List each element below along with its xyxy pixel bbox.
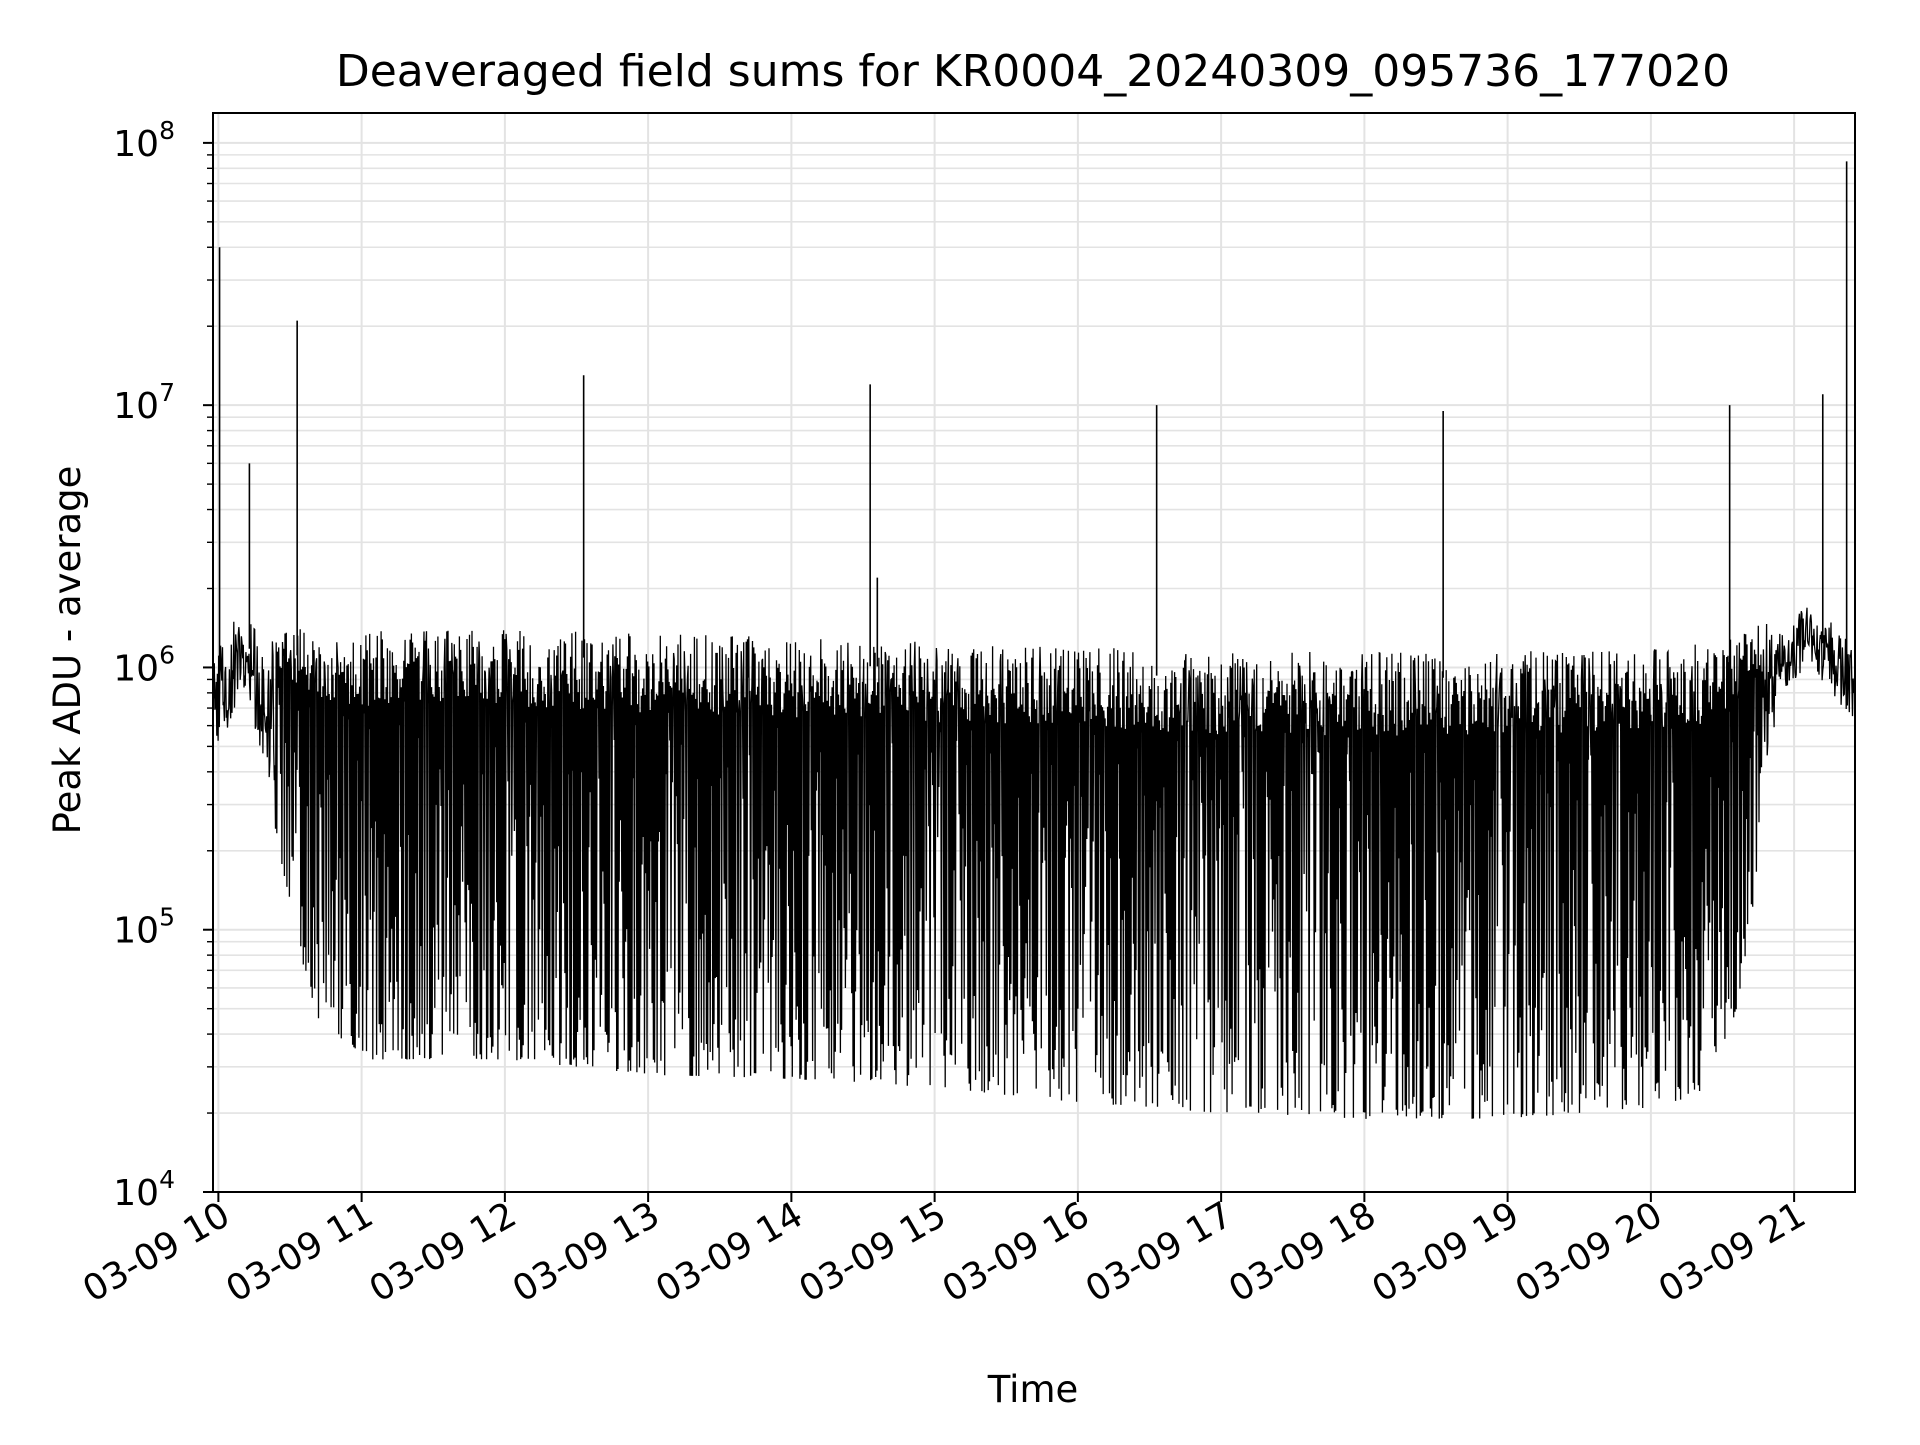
series-line [212,607,1856,1119]
y-axis-label: Peak ADU - average [46,466,89,835]
y-tick-label: 104 [113,1165,175,1214]
y-tick-label: 107 [113,378,175,427]
data-layer [212,161,1856,1119]
x-axis-label: Time [987,1368,1079,1411]
plot-frame [212,112,1856,1193]
y-tick-label: 105 [113,903,175,952]
y-tick-label: 108 [113,116,175,165]
chart-title: Deaveraged field sums for KR0004_2024030… [336,46,1730,97]
y-tick-label: 106 [113,640,175,689]
